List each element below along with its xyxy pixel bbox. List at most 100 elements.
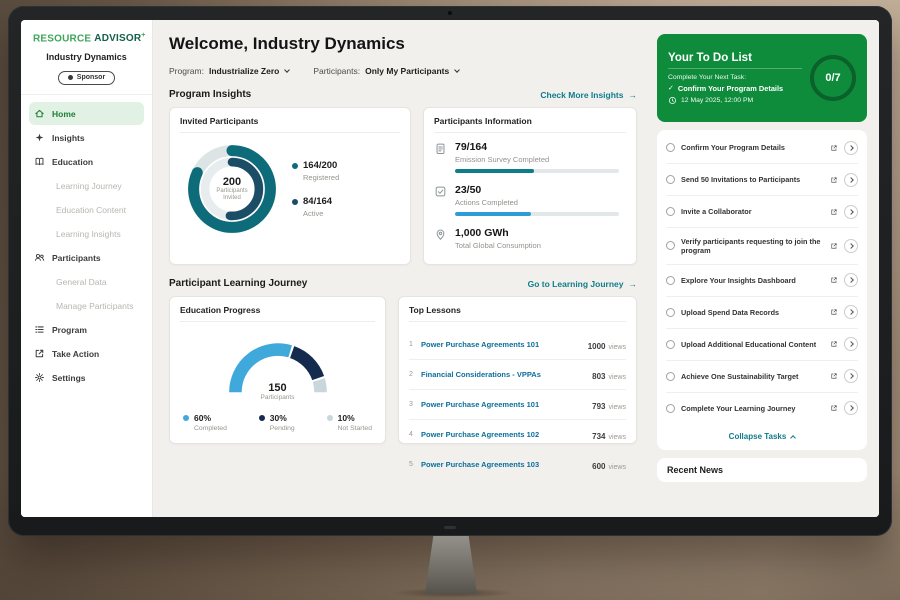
task-checkbox[interactable] <box>666 403 675 413</box>
sidebar-item-home[interactable]: Home <box>29 102 144 126</box>
external-link-icon <box>830 208 838 216</box>
legend-dot-registered <box>292 162 298 169</box>
invited-participants-card: Invited Participants 200 <box>169 107 411 265</box>
task-chevron-button[interactable] <box>844 401 858 416</box>
task-checkbox[interactable] <box>666 307 675 317</box>
task-row[interactable]: Explore Your Insights Dashboard <box>666 265 858 297</box>
task-row[interactable]: Complete Your Learning Journey <box>666 393 858 424</box>
task-chevron-button[interactable] <box>844 369 858 384</box>
task-chevron-button[interactable] <box>844 273 858 288</box>
sidebar-item-participants[interactable]: Participants <box>29 246 144 269</box>
participants-filter-label: Participants: <box>313 66 361 76</box>
task-checkbox[interactable] <box>666 175 675 184</box>
org-block: Industry Dynamics Sponsor <box>21 52 152 96</box>
sidebar-item-insights[interactable]: Insights <box>29 126 144 149</box>
task-chevron-button[interactable] <box>844 172 858 187</box>
task-checkbox[interactable] <box>666 207 675 216</box>
check-more-insights-link[interactable]: Check More Insights → <box>540 89 637 100</box>
webcam-dot <box>448 11 452 15</box>
lesson-link[interactable]: Power Purchase Agreements 101 <box>421 340 540 349</box>
lesson-link[interactable]: Power Purchase Agreements 103 <box>421 460 540 469</box>
task-row[interactable]: Upload Additional Educational Content <box>666 329 858 361</box>
insights-icon <box>35 133 44 142</box>
lesson-row: 4 Power Purchase Agreements 102 734 views <box>409 420 626 450</box>
sidebar-item-manage-participants[interactable]: Manage Participants <box>56 300 134 311</box>
lesson-link[interactable]: Power Purchase Agreements 101 <box>421 400 540 409</box>
sidebar-item-learning-journey[interactable]: Learning Journey <box>56 180 122 191</box>
arrow-right-icon: → <box>628 278 638 289</box>
task-chevron-button[interactable] <box>844 337 858 352</box>
sponsor-badge-label: Sponsor <box>76 74 106 82</box>
task-chevron-button[interactable] <box>844 140 858 155</box>
legend-item: 60% Completed <box>183 413 227 432</box>
legend-item: 84/164 Active <box>292 196 339 218</box>
todo-subtitle: Complete Your Next Task: <box>668 73 747 81</box>
todo-next-task: ✓ Confirm Your Program Details <box>668 83 784 93</box>
donut-center-value: 200 <box>222 175 242 188</box>
sidebar-item-take-action[interactable]: Take Action <box>29 342 144 365</box>
sidebar-item-education-content[interactable]: Education Content <box>56 204 126 215</box>
sidebar-item-program[interactable]: Program <box>29 318 144 341</box>
legend-dot-completed <box>183 415 189 421</box>
go-to-learning-journey-link[interactable]: Go to Learning Journey → <box>527 278 638 289</box>
participants-dropdown[interactable]: Only My Participants <box>365 66 461 76</box>
task-chevron-button[interactable] <box>844 204 858 219</box>
lesson-link[interactable]: Financial Considerations - VPPAs <box>421 370 541 379</box>
task-checkbox[interactable] <box>666 339 675 349</box>
recent-news-card[interactable]: Recent News <box>657 457 867 482</box>
location-pin-icon <box>436 229 445 240</box>
task-checkbox[interactable] <box>666 371 675 381</box>
gauge-center-value: 150 <box>268 382 287 394</box>
task-row[interactable]: Upload Spend Data Records <box>666 297 858 329</box>
sidebar-item-general-data[interactable]: General Data <box>56 276 107 287</box>
task-row[interactable]: Verify participants requesting to join t… <box>666 228 858 265</box>
actions-check-icon <box>435 186 446 197</box>
chevron-right-icon <box>847 243 854 249</box>
task-checkbox[interactable] <box>666 241 675 251</box>
task-row[interactable]: Confirm Your Program Details <box>666 132 858 164</box>
sidebar-item-learning-insights[interactable]: Learning Insights <box>56 228 121 239</box>
task-chevron-button[interactable] <box>844 238 858 253</box>
task-row[interactable]: Send 50 Invitations to Participants <box>666 164 858 196</box>
task-checkbox[interactable] <box>666 275 675 285</box>
logo-resource: RESOURCE <box>33 33 92 45</box>
lesson-row: 1 Power Purchase Agreements 101 1000 view… <box>409 330 626 360</box>
logo-advisor: ADVISOR <box>94 33 142 45</box>
sponsor-badge[interactable]: Sponsor <box>57 70 116 85</box>
invited-card-title: Invited Participants <box>180 116 400 133</box>
info-card-title: Participants Information <box>434 116 626 133</box>
education-progress-card: Education Progress 150 Participants 60% <box>169 296 386 444</box>
program-dropdown[interactable]: Industrialize Zero <box>209 66 291 76</box>
sidebar-item-education[interactable]: Education <box>29 150 144 173</box>
external-link-icon <box>830 340 838 348</box>
app-logo: RESOURCE ADVISOR+ <box>21 30 152 52</box>
monitor-stand <box>425 536 477 594</box>
sidebar-item-settings[interactable]: Settings <box>29 366 144 389</box>
task-chevron-button[interactable] <box>844 305 858 320</box>
lesson-row: 5 Power Purchase Agreements 103 600 views <box>409 460 626 471</box>
external-link-icon <box>830 372 838 380</box>
learning-journey-cards: Education Progress 150 Participants 60% <box>169 296 637 471</box>
actions-progress-bar <box>455 212 620 216</box>
chevron-right-icon <box>847 277 854 284</box>
survey-progress-bar <box>455 169 620 173</box>
page-title: Welcome, Industry Dynamics <box>169 34 405 53</box>
task-row[interactable]: Achieve One Sustainability Target <box>666 361 858 393</box>
gauge-svg <box>228 343 327 393</box>
education-book-icon <box>35 158 44 166</box>
recent-news-title: Recent News <box>667 464 724 475</box>
monitor-logo <box>444 526 456 529</box>
task-row[interactable]: Invite a Collaborator <box>666 196 858 228</box>
chevron-right-icon <box>847 176 854 183</box>
todo-progress-ring: 0/7 <box>810 55 856 101</box>
check-icon: ✓ <box>668 85 674 92</box>
gauge-center-label: Participants <box>260 394 295 401</box>
lesson-row: 2 Financial Considerations - VPPAs 803 vi… <box>409 360 626 390</box>
lesson-link[interactable]: Power Purchase Agreements 102 <box>421 430 540 439</box>
task-checkbox[interactable] <box>666 143 675 152</box>
collapse-tasks-button[interactable]: Collapse Tasks <box>666 424 858 447</box>
program-insights-header: Program Insights Check More Insights → <box>169 89 637 100</box>
lessons-card-title: Top Lessons <box>409 305 626 322</box>
chevron-up-icon <box>790 435 797 441</box>
donut-active-arc <box>200 157 264 221</box>
